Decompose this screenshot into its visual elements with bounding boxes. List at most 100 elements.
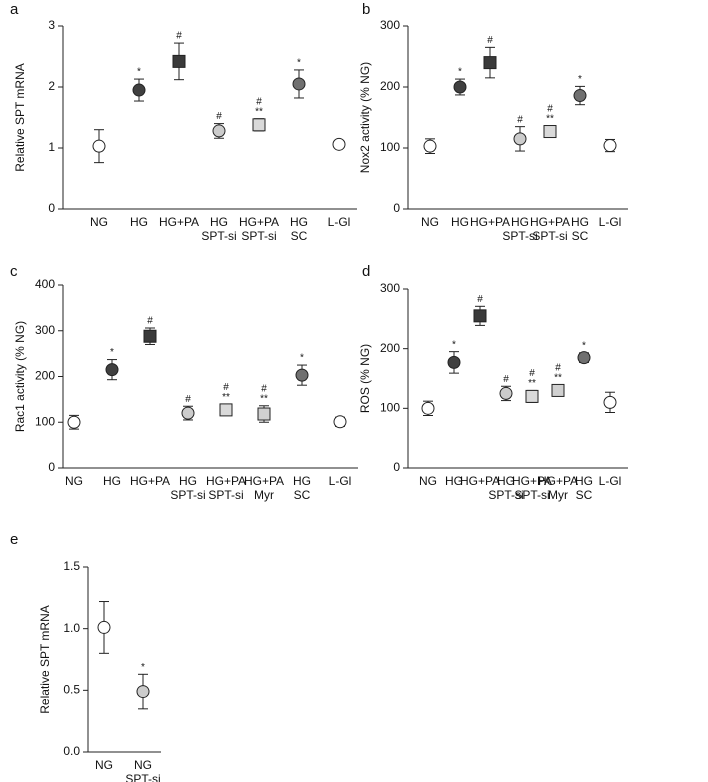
data-point: [252, 118, 266, 132]
significance-marker: *: [300, 353, 304, 364]
x-tick-label: SPT-si: [170, 488, 205, 502]
data-point: [172, 54, 186, 68]
panel-label: d: [362, 263, 370, 280]
x-tick-label: HG+PA: [538, 474, 578, 488]
data-point: [219, 403, 233, 417]
significance-marker: #: [261, 383, 267, 394]
significance-marker: *: [297, 58, 301, 69]
data-point: [143, 329, 157, 343]
data-point: [257, 407, 271, 421]
y-tick-label: 400: [35, 277, 55, 291]
x-tick-label: HG: [130, 215, 148, 229]
data-point: [97, 620, 111, 634]
significance-marker: *: [578, 74, 582, 85]
significance-marker: #: [529, 368, 535, 379]
x-tick-label: HG: [497, 474, 515, 488]
significance-marker: **: [255, 106, 263, 117]
data-point: [136, 685, 150, 699]
y-axis-label: ROS (% NG): [358, 344, 372, 413]
y-tick-label: 0.5: [63, 683, 80, 697]
data-point: [603, 395, 617, 409]
data-point: [577, 351, 591, 365]
data-point: [603, 139, 617, 153]
x-tick-label: SC: [294, 488, 311, 502]
y-tick-label: 0: [393, 460, 400, 474]
significance-marker: #: [547, 104, 553, 115]
significance-marker: *: [110, 347, 114, 358]
x-tick-label: SC: [572, 229, 589, 243]
significance-marker: #: [555, 363, 561, 374]
x-tick-label: NG: [95, 758, 113, 772]
x-tick-label: L-Gl: [599, 474, 622, 488]
panel-label: c: [10, 263, 18, 280]
y-tick-label: 0: [393, 201, 400, 215]
significance-marker: *: [141, 662, 145, 673]
x-tick-label: SPT-si: [241, 229, 276, 243]
significance-marker: **: [528, 378, 536, 389]
data-point: [421, 401, 435, 415]
significance-marker: **: [546, 114, 554, 125]
data-point: [423, 139, 437, 153]
x-tick-label: NG: [134, 758, 152, 772]
y-tick-label: 200: [380, 341, 400, 355]
x-tick-label: HG+PA: [244, 474, 284, 488]
data-point: [181, 406, 195, 420]
x-tick-label: SPT-si: [201, 229, 236, 243]
data-point: [543, 125, 557, 139]
y-tick-label: 200: [380, 79, 400, 93]
y-tick-label: 300: [380, 18, 400, 32]
x-tick-label: HG+PA: [460, 474, 500, 488]
x-tick-label: HG+PA: [239, 215, 279, 229]
y-tick-label: 0: [48, 201, 55, 215]
x-tick-label: HG+PA: [512, 474, 552, 488]
x-tick-label: HG+PA: [159, 215, 199, 229]
data-point: [573, 89, 587, 103]
y-axis-label: Relative SPT mRNA: [13, 63, 27, 171]
significance-marker: #: [517, 114, 523, 125]
data-point: [332, 137, 346, 151]
y-tick-label: 3: [48, 18, 55, 32]
x-tick-label: L-Gl: [329, 474, 352, 488]
y-axis-label: Relative SPT mRNA: [38, 605, 52, 713]
data-point: [525, 389, 539, 403]
x-tick-label: HG: [575, 474, 593, 488]
significance-marker: *: [137, 67, 141, 78]
significance-marker: #: [147, 316, 153, 327]
data-point: [92, 139, 106, 153]
x-tick-label: HG: [103, 474, 121, 488]
panel-label: e: [10, 531, 18, 548]
significance-marker: #: [223, 382, 229, 393]
x-tick-label: HG: [451, 215, 469, 229]
significance-marker: *: [458, 67, 462, 78]
data-point: [499, 386, 513, 400]
x-tick-label: HG: [293, 474, 311, 488]
data-point: [447, 355, 461, 369]
y-tick-label: 100: [380, 140, 400, 154]
data-point: [483, 56, 497, 70]
x-tick-label: SPT-si: [514, 488, 549, 502]
data-point: [473, 309, 487, 323]
x-tick-label: SPT-si: [125, 772, 160, 782]
data-point: [67, 415, 81, 429]
y-axis-label: Nox2 activity (% NG): [358, 62, 372, 173]
significance-marker: #: [503, 374, 509, 385]
y-tick-label: 100: [380, 401, 400, 415]
data-point: [513, 132, 527, 146]
x-tick-label: L-Gl: [328, 215, 351, 229]
x-tick-label: SC: [576, 488, 593, 502]
x-tick-label: HG: [210, 215, 228, 229]
x-tick-label: HG: [179, 474, 197, 488]
data-point: [453, 80, 467, 94]
x-tick-label: Myr: [548, 488, 568, 502]
x-tick-label: NG: [419, 474, 437, 488]
panel-label: b: [362, 1, 370, 18]
x-tick-label: NG: [421, 215, 439, 229]
x-tick-label: SPT-si: [488, 488, 523, 502]
y-tick-label: 1.0: [63, 621, 80, 635]
significance-marker: **: [260, 393, 268, 404]
significance-marker: **: [554, 373, 562, 384]
x-tick-label: HG+PA: [206, 474, 246, 488]
x-tick-label: SC: [291, 229, 308, 243]
data-point: [212, 124, 226, 138]
y-tick-label: 300: [35, 323, 55, 337]
